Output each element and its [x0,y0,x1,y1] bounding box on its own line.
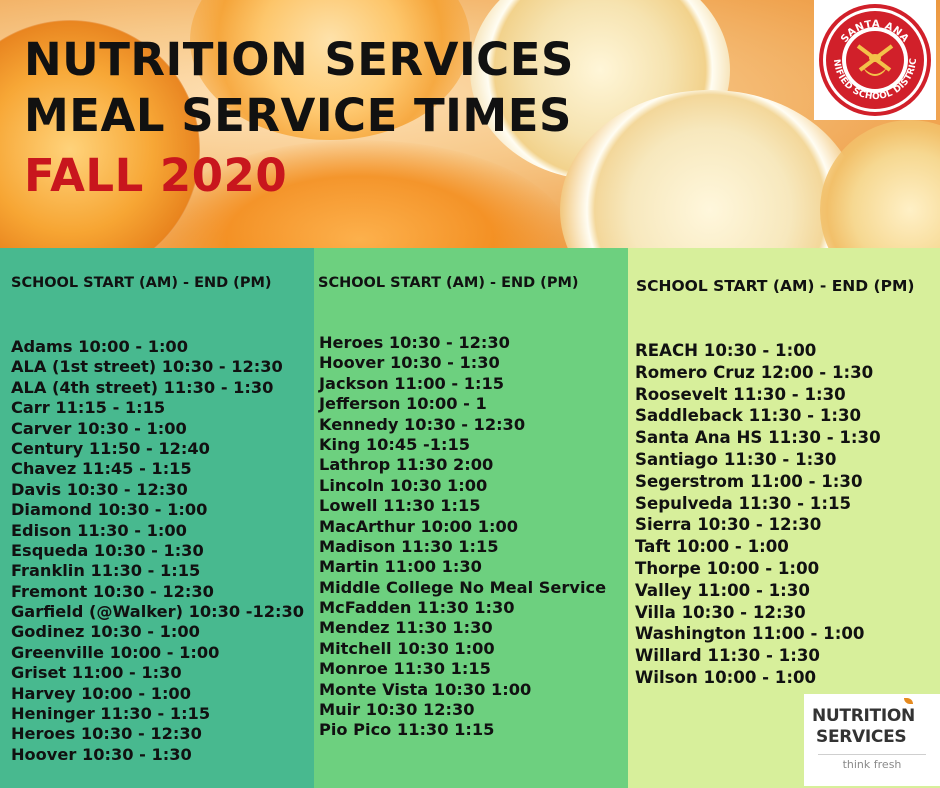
school-entry: Hoover 10:30 - 1:30 [11,744,192,764]
school-entry: Villa 10:30 - 12:30 [635,602,806,622]
school-entry: Santiago 11:30 - 1:30 [635,449,837,469]
schedule-column-2: SCHOOL START (AM) - END (PM) Heroes 10:3… [314,248,628,788]
school-entry: Century 11:50 - 12:40 [11,438,210,458]
leaf-icon [904,698,913,704]
schedule-column-3: SCHOOL START (AM) - END (PM) REACH 10:30… [628,248,940,788]
school-entry: Esqueda 10:30 - 1:30 [11,540,204,560]
school-entry: Fremont 10:30 - 12:30 [11,581,214,601]
school-entry: Chavez 11:45 - 1:15 [11,459,192,479]
school-entry: Harvey 10:00 - 1:00 [11,683,191,703]
logo-tagline: think fresh [842,758,902,771]
logo-line-2: SERVICES [816,727,907,747]
school-entry: Heroes 10:30 - 12:30 [319,333,510,352]
hero-banner: NUTRITION SERVICES MEAL SERVICE TIMES FA… [0,0,940,248]
school-entry: Carver 10:30 - 1:00 [11,418,187,438]
school-entry: Diamond 10:30 - 1:00 [11,500,208,520]
school-entry: Segerstrom 11:00 - 1:30 [635,471,863,491]
school-entry: Sierra 10:30 - 12:30 [635,515,822,535]
school-entry: Hoover 10:30 - 1:30 [319,353,500,373]
school-entry: Lathrop 11:30 2:00 [319,455,494,475]
school-entry: Monroe 11:30 1:15 [319,659,491,679]
school-entry: MacArthur 10:00 1:00 [319,516,518,536]
school-entry: Garfield (@Walker) 10:30 -12:30 [11,602,305,622]
school-entry: Thorpe 10:00 - 1:00 [635,558,820,578]
school-entry: Valley 11:00 - 1:30 [635,580,810,600]
school-entry: Jackson 11:00 - 1:15 [319,373,505,393]
school-entry: Pio Pico 11:30 1:15 [319,720,495,740]
column-header: SCHOOL START (AM) - END (PM) [636,277,915,295]
school-entry: Wilson 10:00 - 1:00 [635,667,817,687]
school-entry: Franklin 11:30 - 1:15 [11,561,201,581]
nutrition-services-logo: NUTRITION SERVICES think fresh [804,694,940,786]
school-entry: Griset 11:00 - 1:30 [11,663,182,683]
title-line-3: FALL 2020 [24,149,288,202]
school-entry: Mendez 11:30 1:30 [319,618,493,638]
school-entry: REACH 10:30 - 1:00 [635,341,817,360]
school-entry: Lowell 11:30 1:15 [319,496,481,516]
school-entry: Carr 11:15 - 1:15 [11,398,166,418]
school-entry: Heroes 10:30 - 12:30 [11,724,202,744]
school-entry: Romero Cruz 12:00 - 1:30 [635,362,874,382]
school-entry: Godinez 10:30 - 1:00 [11,622,200,642]
school-entry: Roosevelt 11:30 - 1:30 [635,384,846,404]
school-entry: Lincoln 10:30 1:00 [319,475,488,495]
logo-line-1: NUTRITION [812,706,915,726]
school-entry: Kennedy 10:30 - 12:30 [319,414,526,434]
santa-ana-usd-seal-icon: SANTA ANA UNIFIED SCHOOL DISTRICT [814,0,931,116]
school-entry: ALA (1st street) 10:30 - 12:30 [11,357,283,377]
school-entry: Washington 11:00 - 1:00 [635,624,865,644]
school-entry: ALA (4th street) 11:30 - 1:30 [11,377,274,397]
logo-divider [818,754,926,755]
school-entry: Willard 11:30 - 1:30 [635,646,820,666]
school-list: Heroes 10:30 - 12:30 Hoover 10:30 - 1:30… [319,333,606,741]
school-entry: Sepulveda 11:30 - 1:15 [635,493,852,513]
column-header: SCHOOL START (AM) - END (PM) [318,275,579,291]
school-entry: Monte Vista 10:30 1:00 [319,679,532,699]
school-entry: Heninger 11:30 - 1:15 [11,704,211,724]
school-entry: Mitchell 10:30 1:00 [319,638,495,658]
school-entry: Jefferson 10:00 - 1 [319,394,487,414]
school-entry: Taft 10:00 - 1:00 [635,537,789,557]
title-line-1: NUTRITION SERVICES [24,33,574,86]
school-entry: King 10:45 -1:15 [319,434,470,454]
school-entry: Greenville 10:00 - 1:00 [11,642,220,662]
school-entry: Santa Ana HS 11:30 - 1:30 [635,428,881,448]
school-entry: Saddleback 11:30 - 1:30 [635,406,862,426]
school-entry: Edison 11:30 - 1:00 [11,520,187,540]
school-entry: Davis 10:30 - 12:30 [11,479,188,499]
district-seal-logo: SANTA ANA UNIFIED SCHOOL DISTRICT [814,0,936,120]
schedule-column-1: SCHOOL START (AM) - END (PM) Adams 10:00… [0,248,314,788]
school-entry: McFadden 11:30 1:30 [319,598,515,618]
school-entry: Madison 11:30 1:15 [319,536,499,556]
lemon-slice-image [820,120,940,248]
title-line-2: MEAL SERVICE TIMES [24,89,572,142]
school-list: REACH 10:30 - 1:00 Romero Cruz 12:00 - 1… [635,340,881,689]
school-entry: Middle College No Meal Service [319,577,607,597]
school-entry: Adams 10:00 - 1:00 [11,337,188,356]
school-entry: Martin 11:00 1:30 [319,557,482,577]
school-list: Adams 10:00 - 1:00 ALA (1st street) 10:3… [11,337,304,765]
column-header: SCHOOL START (AM) - END (PM) [11,275,272,291]
school-entry: Muir 10:30 12:30 [319,700,475,720]
